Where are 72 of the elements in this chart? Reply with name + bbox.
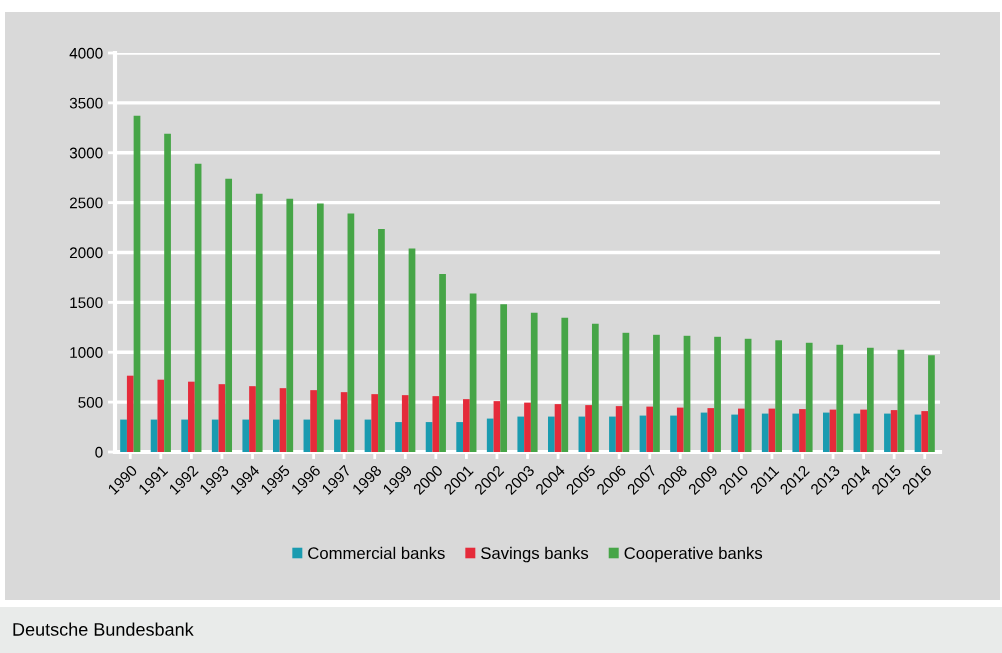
- bar: [836, 344, 844, 452]
- bar: [890, 410, 898, 452]
- bar: [775, 340, 783, 452]
- bar: [921, 411, 929, 452]
- bar: [591, 323, 599, 452]
- bar: [181, 419, 189, 452]
- bar: [188, 381, 195, 452]
- bar: [211, 419, 219, 452]
- bar: [500, 304, 508, 452]
- bar: [439, 273, 446, 452]
- legend-label: Commercial banks: [308, 546, 445, 560]
- bar: [524, 402, 531, 452]
- bar: [860, 409, 867, 452]
- bar: [486, 418, 494, 452]
- y-tick-label: 3500: [69, 97, 103, 109]
- y-tick-label: 500: [78, 396, 103, 408]
- bar: [286, 198, 294, 452]
- bar: [255, 193, 263, 452]
- bar: [517, 416, 525, 452]
- y-tick-label: 3000: [69, 147, 103, 159]
- bar: [738, 408, 745, 452]
- bar: [884, 413, 891, 452]
- bar: [316, 203, 324, 452]
- bar: [670, 415, 677, 452]
- bar: [401, 395, 409, 452]
- bar: [272, 419, 280, 452]
- bar: [530, 312, 538, 452]
- bar: [425, 422, 433, 452]
- bar: [334, 419, 341, 452]
- bar: [792, 413, 800, 452]
- bar: [340, 392, 348, 452]
- bar: [395, 422, 402, 452]
- y-tick-label: 2000: [69, 247, 103, 259]
- bar: [279, 388, 287, 452]
- legend-label: Savings banks: [481, 546, 589, 563]
- bar: [799, 409, 806, 452]
- y-tick-label: 2500: [69, 197, 103, 209]
- bar: [928, 355, 935, 452]
- y-tick-label: 4000: [69, 47, 103, 59]
- bar: [126, 375, 134, 452]
- bar: [120, 419, 127, 452]
- bar: [805, 342, 813, 452]
- bar: [456, 422, 464, 452]
- y-tick-label: 0: [95, 446, 103, 458]
- bar: [761, 413, 769, 452]
- bar: [371, 394, 379, 452]
- bar: [463, 399, 470, 452]
- bar: [731, 414, 739, 452]
- bar: [866, 347, 874, 452]
- bar: [646, 406, 654, 452]
- bar: [822, 412, 830, 452]
- text: Deutsche Bundesbank: [13, 622, 194, 636]
- y-tick-label: 1000: [70, 347, 103, 358]
- bar: [547, 416, 555, 452]
- bar: [249, 386, 256, 452]
- bar: [615, 406, 623, 452]
- bar: [225, 178, 233, 452]
- bar: [157, 379, 165, 452]
- bar: [585, 405, 592, 452]
- bar: [310, 390, 317, 452]
- bar: [653, 334, 660, 452]
- bar: [242, 419, 250, 452]
- bar: [378, 229, 385, 452]
- bar: [164, 133, 171, 452]
- bar: [707, 408, 715, 452]
- bar: [561, 317, 569, 452]
- legend-label: Cooperative banks: [624, 546, 763, 563]
- bar: [609, 416, 616, 452]
- bar: [714, 336, 721, 452]
- bar: [432, 396, 440, 452]
- bar: [676, 407, 684, 452]
- y-tick-label: 1500: [70, 297, 103, 309]
